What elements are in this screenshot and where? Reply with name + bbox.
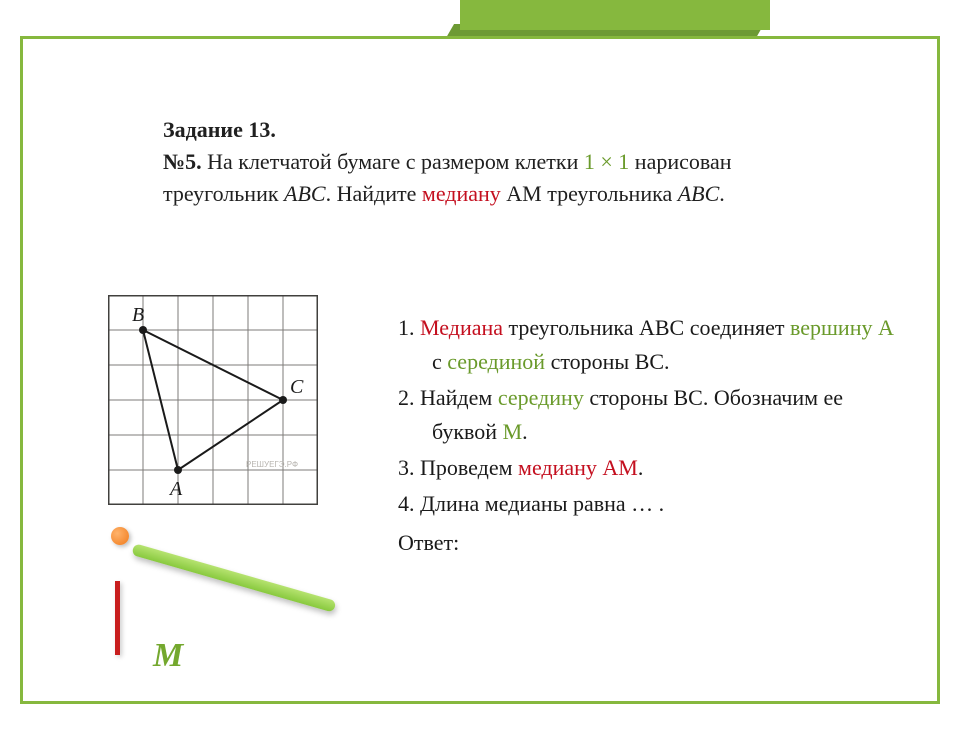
- step-item: 2. Найдем середину стороны ВС. Обозначим…: [398, 381, 898, 449]
- solution-steps: 1. Медиана треугольника АВС соединяет ве…: [398, 311, 898, 560]
- step-fragment: Проведем: [420, 455, 518, 480]
- step-fragment: М: [503, 419, 523, 444]
- step-item: 3. Проведем медиану АМ.: [398, 451, 898, 485]
- step-fragment: середину: [498, 385, 584, 410]
- step-item: 4. Длина медианы равна … .: [398, 487, 898, 521]
- task-text-1: На клетчатой бумаге с размером клетки: [202, 149, 584, 174]
- step-fragment: .: [522, 419, 528, 444]
- step-item: 1. Медиана треугольника АВС соединяет ве…: [398, 311, 898, 379]
- footer-decoration: М: [75, 523, 335, 743]
- step-number: 4.: [398, 491, 420, 516]
- header-accent-bar: [460, 0, 770, 30]
- step-number: 3.: [398, 455, 420, 480]
- triangle-grid: A B C РЕШУЕГЭ.РФ: [108, 295, 318, 505]
- step-number: 1.: [398, 315, 420, 340]
- step-fragment: серединой: [447, 349, 545, 374]
- task-period: .: [719, 181, 725, 206]
- step-fragment: медиану АМ: [518, 455, 638, 480]
- watermark: РЕШУЕГЭ.РФ: [246, 460, 298, 469]
- median-word: медиану: [422, 181, 501, 206]
- step-fragment: стороны ВС.: [545, 349, 670, 374]
- task-header: Задание 13. №5. На клетчатой бумаге с ра…: [163, 114, 843, 210]
- midpoint-m-label: М: [153, 637, 183, 675]
- green-stick-icon: [131, 543, 336, 612]
- cell-size: 1 × 1: [584, 149, 629, 174]
- red-bar-icon: [115, 581, 120, 655]
- step-fragment: Медиана: [420, 315, 503, 340]
- step-fragment: Длина медианы равна … .: [420, 491, 664, 516]
- steps-list: 1. Медиана треугольника АВС соединяет ве…: [398, 311, 898, 522]
- task-number: №5.: [163, 149, 202, 174]
- step-fragment: Найдем: [420, 385, 498, 410]
- task-text-4: AM треугольника: [501, 181, 678, 206]
- vertex-b-label: B: [132, 304, 144, 326]
- step-fragment: с: [432, 349, 447, 374]
- answer-label: Ответ:: [398, 526, 898, 560]
- step-fragment: треугольника АВС соединяет: [503, 315, 790, 340]
- grid-svg: A B C РЕШУЕГЭ.РФ: [108, 295, 318, 505]
- orange-dot-icon: [111, 527, 129, 545]
- step-fragment: .: [638, 455, 644, 480]
- task-text-3: . Найдите: [326, 181, 422, 206]
- step-number: 2.: [398, 385, 420, 410]
- vertex-a-label: A: [168, 478, 183, 500]
- task-label: Задание 13.: [163, 117, 276, 142]
- vertex-c-label: C: [290, 376, 304, 398]
- triangle-name-1: ABC: [284, 181, 326, 206]
- triangle-name-2: ABC: [678, 181, 720, 206]
- slide-frame: Задание 13. №5. На клетчатой бумаге с ра…: [20, 36, 940, 704]
- step-fragment: вершину А: [790, 315, 894, 340]
